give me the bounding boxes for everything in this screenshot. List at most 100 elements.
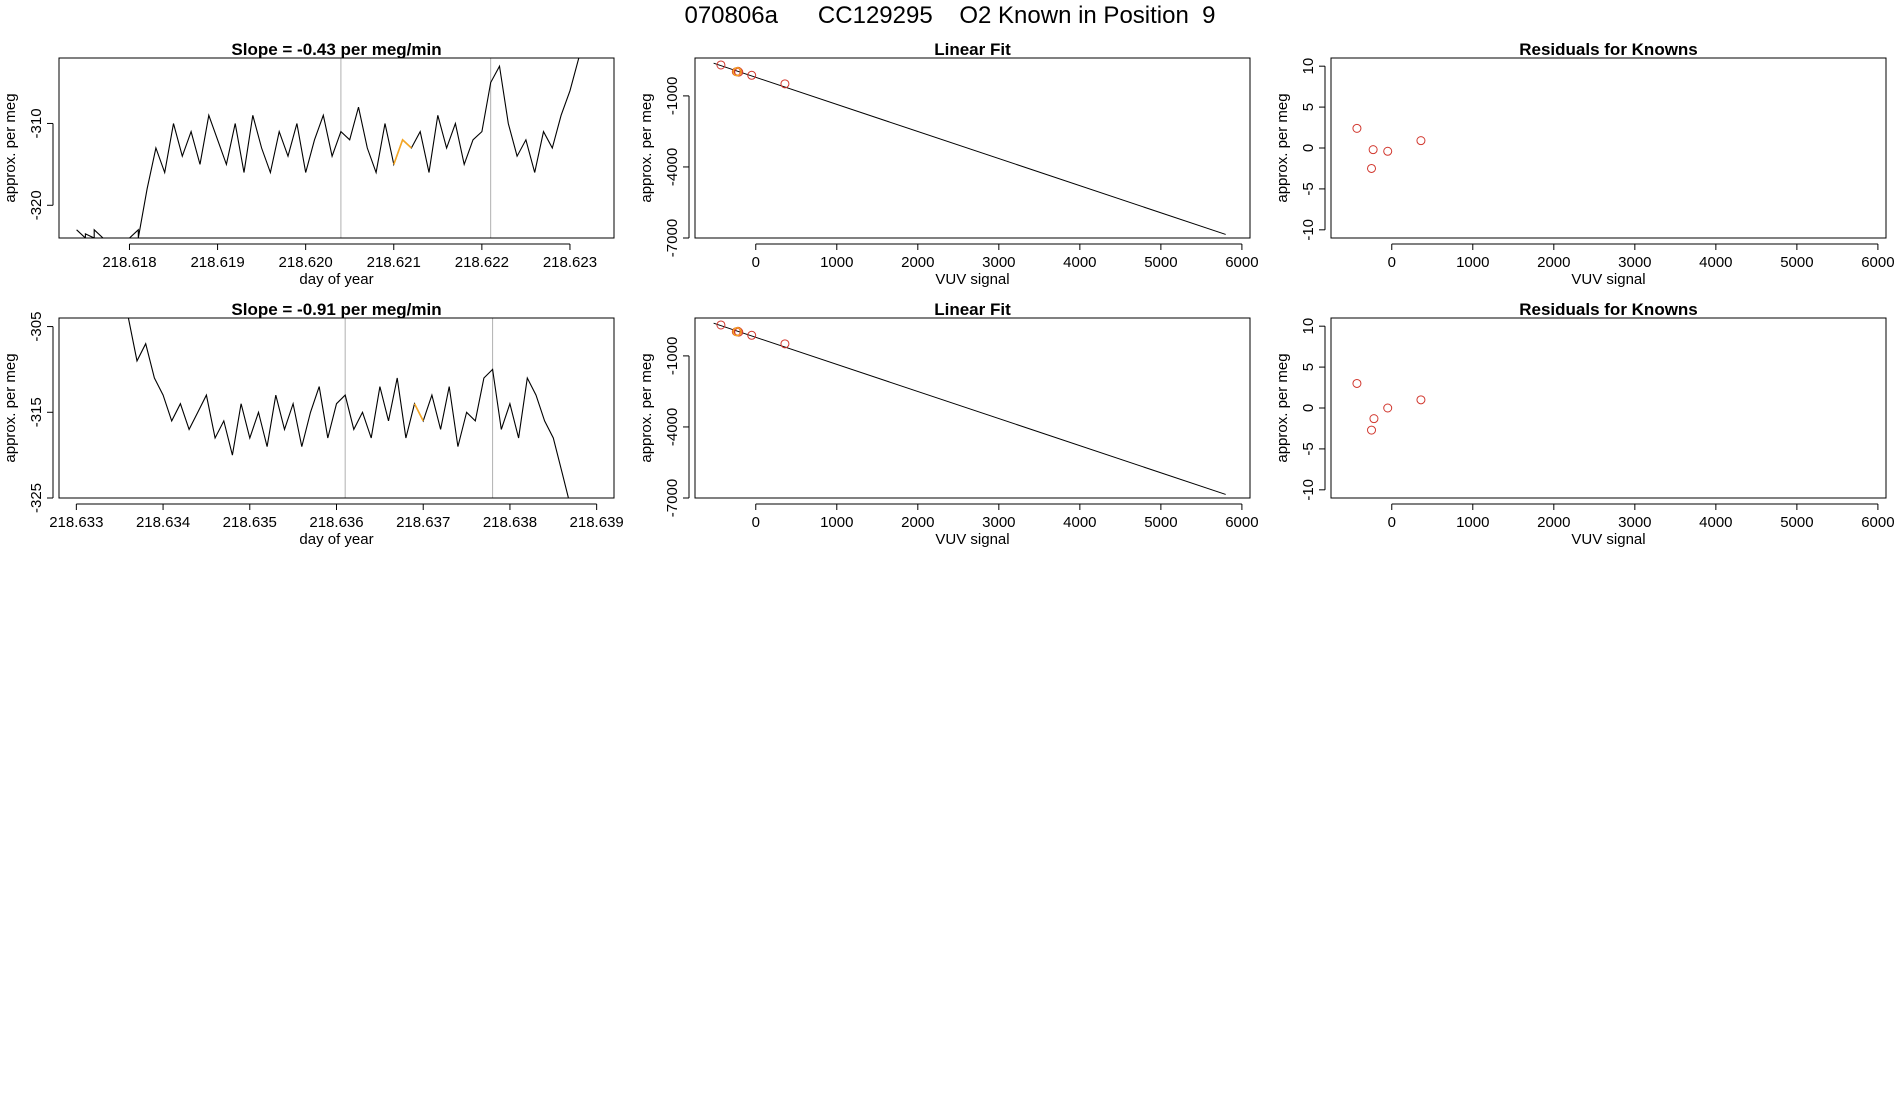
x-tick-label: 0	[1388, 514, 1396, 531]
plot-area	[1352, 378, 1426, 435]
x-axis-label: VUV signal	[1571, 271, 1645, 288]
x-tick-label: 1000	[820, 514, 853, 531]
plot-frame	[1330, 57, 1887, 239]
y-axis-label: approx. per meg	[2, 353, 19, 462]
y-tick-label: -4000	[664, 148, 681, 186]
x-tick-label: 218.618	[102, 254, 156, 271]
x-axis-label: VUV signal	[1571, 531, 1645, 548]
y-tick-label: -320	[28, 190, 45, 220]
series-line	[76, 58, 580, 238]
data-point	[1352, 378, 1362, 388]
x-tick-label: 5000	[1780, 514, 1813, 531]
chart-panel-ts1: Slope = -0.43 per meg/min 218.618 218.619 2…	[2, 40, 615, 288]
series-line	[127, 318, 570, 498]
chart-title: Residuals for Knowns	[1519, 40, 1698, 59]
data-point	[780, 79, 790, 89]
x-tick-label: 6000	[1225, 514, 1258, 531]
y-tick-label: -5	[1300, 182, 1317, 195]
y-tick-label: -1000	[664, 337, 681, 375]
chart-panel-ts2: Slope = -0.91 per meg/min 218.633 218.634 2…	[2, 300, 624, 548]
x-tick-label: 5000	[1144, 254, 1177, 271]
x-tick-label: 4000	[1699, 254, 1732, 271]
x-tick-label: 4000	[1063, 254, 1096, 271]
plot-frame	[694, 57, 1251, 239]
x-tick-label: 6000	[1861, 254, 1894, 271]
x-tick-label: 3000	[1618, 254, 1651, 271]
x-tick-label: 218.619	[190, 254, 244, 271]
x-tick-label: 218.638	[483, 514, 537, 531]
x-axis-label: day of year	[299, 531, 373, 548]
y-tick-label: -1000	[664, 77, 681, 115]
x-tick-label: 2000	[901, 514, 934, 531]
highlight-segment	[393, 138, 412, 165]
chart-panel-fit2: Linear Fit 0 1000 2000 3000 4000 5000 6000 VUV s…	[638, 300, 1259, 548]
data-point	[1416, 136, 1426, 146]
data-point	[747, 70, 757, 80]
x-tick-label: 2000	[1537, 514, 1570, 531]
x-tick-label: 3000	[982, 514, 1015, 531]
x-axis-label: day of year	[299, 271, 373, 288]
x-tick-label: 218.634	[136, 514, 190, 531]
highlight-point	[732, 327, 742, 337]
x-tick-label: 6000	[1861, 514, 1894, 531]
y-tick-label: 5	[1300, 363, 1317, 371]
x-tick-label: 4000	[1699, 514, 1732, 531]
y-tick-label: -5	[1300, 442, 1317, 455]
x-tick-label: 218.639	[570, 514, 624, 531]
plot-area	[713, 320, 1226, 495]
y-tick-label: 10	[1300, 58, 1317, 75]
x-tick-label: 218.622	[455, 254, 509, 271]
plot-area	[1352, 123, 1426, 173]
plot-area	[76, 58, 580, 238]
y-tick-label: -7000	[664, 219, 681, 257]
y-tick-label: -10	[1300, 219, 1317, 241]
y-tick-label: -7000	[664, 479, 681, 517]
x-axis-label: VUV signal	[935, 271, 1009, 288]
chart-title: Linear Fit	[934, 300, 1011, 319]
x-tick-label: 2000	[901, 254, 934, 271]
plot-frame	[1330, 317, 1887, 499]
chart-panel-res1: Residuals for Knowns 0 1000 2000 3000 4000 500…	[1274, 40, 1895, 288]
plot-area	[713, 60, 1226, 235]
x-tick-label: 1000	[1456, 254, 1489, 271]
y-tick-label: -325	[28, 483, 45, 513]
fit-line	[713, 62, 1226, 235]
data-point	[747, 330, 757, 340]
data-point	[716, 60, 726, 70]
chart-title: Slope = -0.91 per meg/min	[231, 300, 441, 319]
y-tick-label: -315	[28, 397, 45, 427]
x-tick-label: 1000	[1456, 514, 1489, 531]
chart-panel-fit1: Linear Fit 0 1000 2000 3000 4000 5000 6000 VUV s…	[638, 40, 1259, 288]
y-tick-label: 0	[1300, 144, 1317, 152]
page-title: 070806a CC129295 O2 Known in Position 9	[684, 2, 1216, 29]
x-tick-label: 0	[752, 254, 760, 271]
x-tick-label: 218.621	[367, 254, 421, 271]
chart-title: Slope = -0.43 per meg/min	[231, 40, 441, 59]
x-tick-label: 3000	[982, 254, 1015, 271]
x-tick-label: 218.623	[543, 254, 597, 271]
y-tick-label: 10	[1300, 318, 1317, 335]
x-tick-label: 218.637	[396, 514, 450, 531]
data-point	[1383, 403, 1393, 413]
y-axis-label: approx. per meg	[1274, 353, 1291, 462]
y-axis-label: approx. per meg	[2, 93, 19, 202]
chart-title: Residuals for Knowns	[1519, 300, 1698, 319]
y-tick-label: -4000	[664, 408, 681, 446]
data-point	[780, 339, 790, 349]
x-tick-label: 3000	[1618, 514, 1651, 531]
data-point	[1367, 425, 1377, 435]
x-tick-label: 5000	[1144, 514, 1177, 531]
x-axis-label: VUV signal	[935, 531, 1009, 548]
plot-frame	[58, 57, 615, 239]
data-point	[1352, 123, 1362, 133]
chart-title: Linear Fit	[934, 40, 1011, 59]
y-tick-label: 0	[1300, 404, 1317, 412]
y-axis-label: approx. per meg	[1274, 93, 1291, 202]
x-tick-label: 2000	[1537, 254, 1570, 271]
y-tick-label: -310	[28, 108, 45, 138]
x-tick-label: 0	[752, 514, 760, 531]
y-tick-label: 5	[1300, 103, 1317, 111]
plot-frame	[694, 317, 1251, 499]
data-point	[1383, 146, 1393, 156]
fit-line	[713, 322, 1226, 495]
